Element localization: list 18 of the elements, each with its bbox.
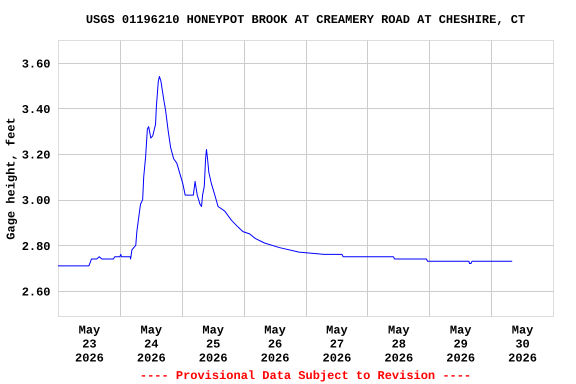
y-tick-label: 2.60 [22,285,50,300]
x-tick-label: May 27 2026 [322,324,352,366]
x-tick-label: May 29 2026 [446,324,476,366]
y-tick-label: 3.60 [22,57,50,72]
x-tick-label: May 24 2026 [136,324,166,366]
x-tick-label: May 28 2026 [384,324,414,366]
x-tick-label: May 25 2026 [198,324,228,366]
y-tick-label: 3.40 [22,102,50,117]
text: ---- Provisional Data Subject to Revision ---- [140,369,472,383]
x-tick-label: May 30 2026 [508,324,537,366]
y-tick-label: 3.20 [22,148,50,163]
chart-title: USGS 01196210 HONEYPOT BROOK AT CREAMERY ROAD AT CHESHIRE, CT [86,13,526,27]
y-tick-label: 2.80 [22,240,50,254]
x-tick-label: May 26 2026 [260,324,290,366]
y-axis-title: Gage height, feet [4,117,19,240]
line-series [58,76,513,266]
y-tick-label: 3.00 [22,194,50,208]
x-tick-label: May 23 2026 [75,324,104,366]
